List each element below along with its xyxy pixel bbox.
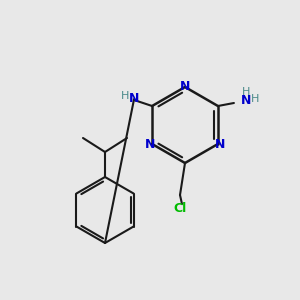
Text: N: N: [180, 80, 190, 92]
Text: Cl: Cl: [173, 202, 187, 215]
Text: N: N: [145, 137, 155, 151]
Text: H: H: [242, 87, 250, 97]
Text: N: N: [241, 94, 251, 107]
Text: H: H: [121, 91, 129, 101]
Text: N: N: [129, 92, 139, 104]
Text: H: H: [251, 94, 259, 104]
Text: N: N: [215, 137, 225, 151]
